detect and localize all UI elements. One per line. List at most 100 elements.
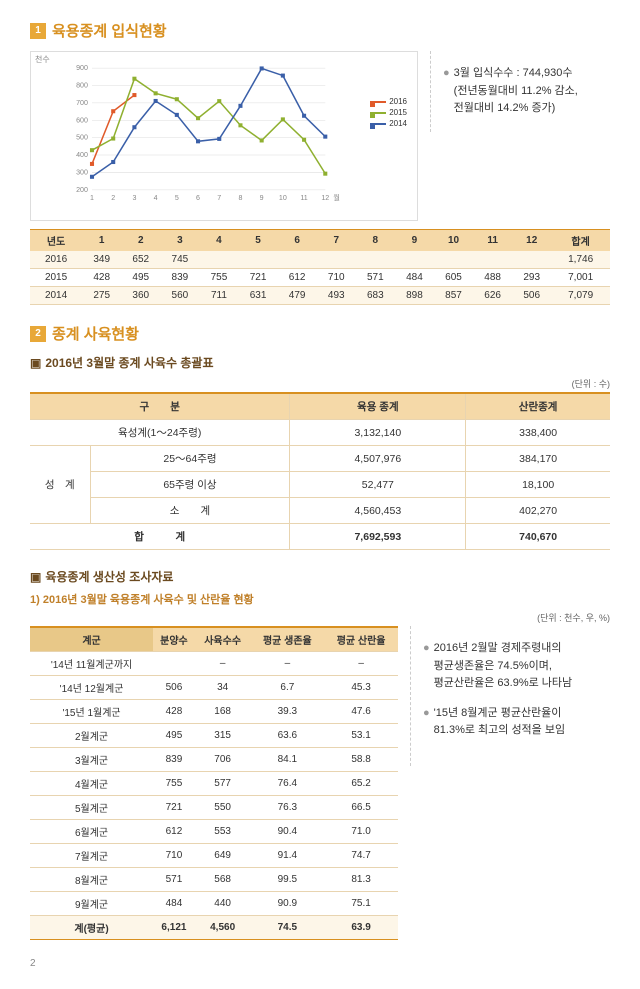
th: 년도 bbox=[30, 230, 82, 252]
td: 553 bbox=[195, 820, 251, 844]
td: 39.3 bbox=[250, 700, 324, 724]
td: 577 bbox=[195, 772, 251, 796]
th: 평균 산란율 bbox=[324, 627, 398, 652]
td: 571 bbox=[153, 868, 195, 892]
svg-text:700: 700 bbox=[76, 99, 88, 107]
td: 2월계군 bbox=[30, 724, 153, 748]
td: 839 bbox=[153, 748, 195, 772]
table-1: 년도123456789101112합계 20163496527451,74620… bbox=[30, 229, 610, 305]
td: 493 bbox=[317, 287, 356, 305]
td: 710 bbox=[317, 269, 356, 287]
td bbox=[278, 251, 317, 269]
svg-text:300: 300 bbox=[76, 168, 88, 176]
td: 506 bbox=[512, 287, 551, 305]
unit-3: (단위 : 천수, 우, %) bbox=[30, 611, 610, 624]
td: 839 bbox=[160, 269, 199, 287]
section-1-text: 육용종계 입식현황 bbox=[52, 20, 167, 41]
page-number: 2 bbox=[30, 958, 610, 969]
svg-text:4: 4 bbox=[154, 194, 158, 202]
td: 275 bbox=[82, 287, 121, 305]
td: 755 bbox=[153, 772, 195, 796]
svg-text:7: 7 bbox=[217, 194, 221, 202]
th: 사육수수 bbox=[195, 627, 251, 652]
svg-text:12: 12 bbox=[321, 194, 329, 202]
td: 91.4 bbox=[250, 844, 324, 868]
td: 711 bbox=[199, 287, 238, 305]
td: 293 bbox=[512, 269, 551, 287]
th: 5 bbox=[239, 230, 278, 252]
td: 745 bbox=[160, 251, 199, 269]
td: 568 bbox=[195, 868, 251, 892]
td: – bbox=[195, 652, 251, 676]
svg-text:3: 3 bbox=[132, 194, 136, 202]
td: 45.3 bbox=[324, 676, 398, 700]
td: 755 bbox=[199, 269, 238, 287]
td: 53.1 bbox=[324, 724, 398, 748]
td: 7월계군 bbox=[30, 844, 153, 868]
td: 76.4 bbox=[250, 772, 324, 796]
td: 2016 bbox=[30, 251, 82, 269]
td: 168 bbox=[195, 700, 251, 724]
td bbox=[199, 251, 238, 269]
td: 6.7 bbox=[250, 676, 324, 700]
td: 2015 bbox=[30, 269, 82, 287]
td: '14년 12월계군 bbox=[30, 676, 153, 700]
td bbox=[356, 251, 395, 269]
td: 652 bbox=[121, 251, 160, 269]
section-2-subtitle: ▣2016년 3월말 종계 사육수 총괄표 bbox=[30, 354, 610, 371]
svg-text:9: 9 bbox=[260, 194, 264, 202]
td: 706 bbox=[195, 748, 251, 772]
svg-text:6: 6 bbox=[196, 194, 200, 202]
th: 11 bbox=[473, 230, 512, 252]
td: 484 bbox=[395, 269, 434, 287]
svg-text:600: 600 bbox=[76, 116, 88, 124]
th: 10 bbox=[434, 230, 473, 252]
section-3-subtitle: ▣육용종계 생산성 조사자료 bbox=[30, 568, 610, 585]
td: 571 bbox=[356, 269, 395, 287]
svg-text:1: 1 bbox=[90, 194, 94, 202]
td bbox=[512, 251, 551, 269]
td: 7,001 bbox=[551, 269, 610, 287]
th: 8 bbox=[356, 230, 395, 252]
td: 605 bbox=[434, 269, 473, 287]
svg-text:200: 200 bbox=[76, 186, 88, 194]
td: 495 bbox=[153, 724, 195, 748]
td: 506 bbox=[153, 676, 195, 700]
td: 315 bbox=[195, 724, 251, 748]
td: 360 bbox=[121, 287, 160, 305]
td: '15년 1월계군 bbox=[30, 700, 153, 724]
section-2: 2 종계 사육현황 ▣2016년 3월말 종계 사육수 총괄표 (단위 : 수)… bbox=[30, 323, 610, 550]
td: 7,079 bbox=[551, 287, 610, 305]
td bbox=[239, 251, 278, 269]
td: 74.7 bbox=[324, 844, 398, 868]
line-chart: 200300400500600700800900123456789101112월 bbox=[59, 60, 409, 202]
svg-text:10: 10 bbox=[279, 194, 287, 202]
svg-text:2: 2 bbox=[111, 194, 115, 202]
td: – bbox=[250, 652, 324, 676]
svg-text:8: 8 bbox=[238, 194, 242, 202]
chart-ylabel: 천수 bbox=[35, 54, 50, 65]
td: 428 bbox=[153, 700, 195, 724]
td: 8월계군 bbox=[30, 868, 153, 892]
td: 857 bbox=[434, 287, 473, 305]
section-3: ▣육용종계 생산성 조사자료 1) 2016년 3월말 육용종계 사육수 및 산… bbox=[30, 568, 610, 940]
chart-area: 천수 2003004005006007008009001234567891011… bbox=[30, 51, 610, 221]
th: 3 bbox=[160, 230, 199, 252]
td: 428 bbox=[82, 269, 121, 287]
td: 495 bbox=[121, 269, 160, 287]
th: 9 bbox=[395, 230, 434, 252]
chart-legend: 201620152014 bbox=[370, 97, 407, 130]
section-3-notes: ●2016년 2월말 경제주령내의평균생존율은 74.5%이며,평균산란율은 6… bbox=[410, 626, 610, 766]
td: 5월계군 bbox=[30, 796, 153, 820]
th: 평균 생존율 bbox=[250, 627, 324, 652]
td: 58.8 bbox=[324, 748, 398, 772]
td: 71.0 bbox=[324, 820, 398, 844]
td: – bbox=[324, 652, 398, 676]
td bbox=[153, 652, 195, 676]
td: 721 bbox=[153, 796, 195, 820]
td: 626 bbox=[473, 287, 512, 305]
td: '14년 11월계군까지 bbox=[30, 652, 153, 676]
svg-text:11: 11 bbox=[300, 194, 307, 202]
td: 721 bbox=[239, 269, 278, 287]
td: 76.3 bbox=[250, 796, 324, 820]
